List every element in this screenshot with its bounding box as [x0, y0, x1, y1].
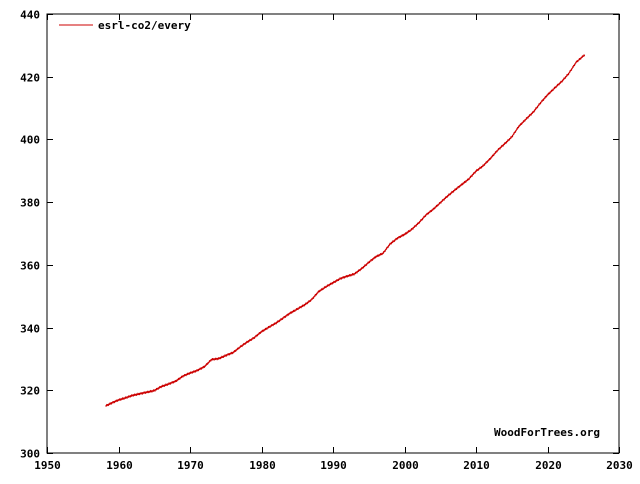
- legend-label: esrl-co2/every: [98, 19, 191, 32]
- y-tick-label: 380: [20, 197, 40, 210]
- y-tick-label: 440: [20, 9, 40, 22]
- x-tick-label: 2000: [392, 459, 419, 472]
- x-tick-label: 2030: [606, 459, 633, 472]
- watermark-text: WoodForTrees.org: [494, 426, 600, 439]
- series-layer: [105, 54, 586, 407]
- y-tick-label: 400: [20, 134, 40, 147]
- x-tick-label: 1970: [177, 459, 204, 472]
- axes: 1950 1960 1970 1980 1990 2000 2010 2020 2030 300 3…: [20, 9, 633, 473]
- plot-frame: [46, 13, 620, 454]
- y-tick-label: 320: [20, 385, 40, 398]
- y-tick-label: 420: [20, 72, 40, 85]
- legend: esrl-co2/every: [59, 19, 191, 32]
- x-tick-label: 1980: [249, 459, 276, 472]
- y-tick-label: 340: [20, 323, 40, 336]
- x-tick-label: 2020: [535, 459, 562, 472]
- y-tick-label: 360: [20, 260, 40, 273]
- x-tick-label: 1960: [106, 459, 133, 472]
- x-tick-label: 1990: [320, 459, 347, 472]
- y-tick-label: 300: [20, 448, 40, 461]
- x-tick-label: 2010: [463, 459, 490, 472]
- series-line-esrl-co2: [105, 54, 586, 407]
- x-tick-label: 1950: [34, 459, 61, 472]
